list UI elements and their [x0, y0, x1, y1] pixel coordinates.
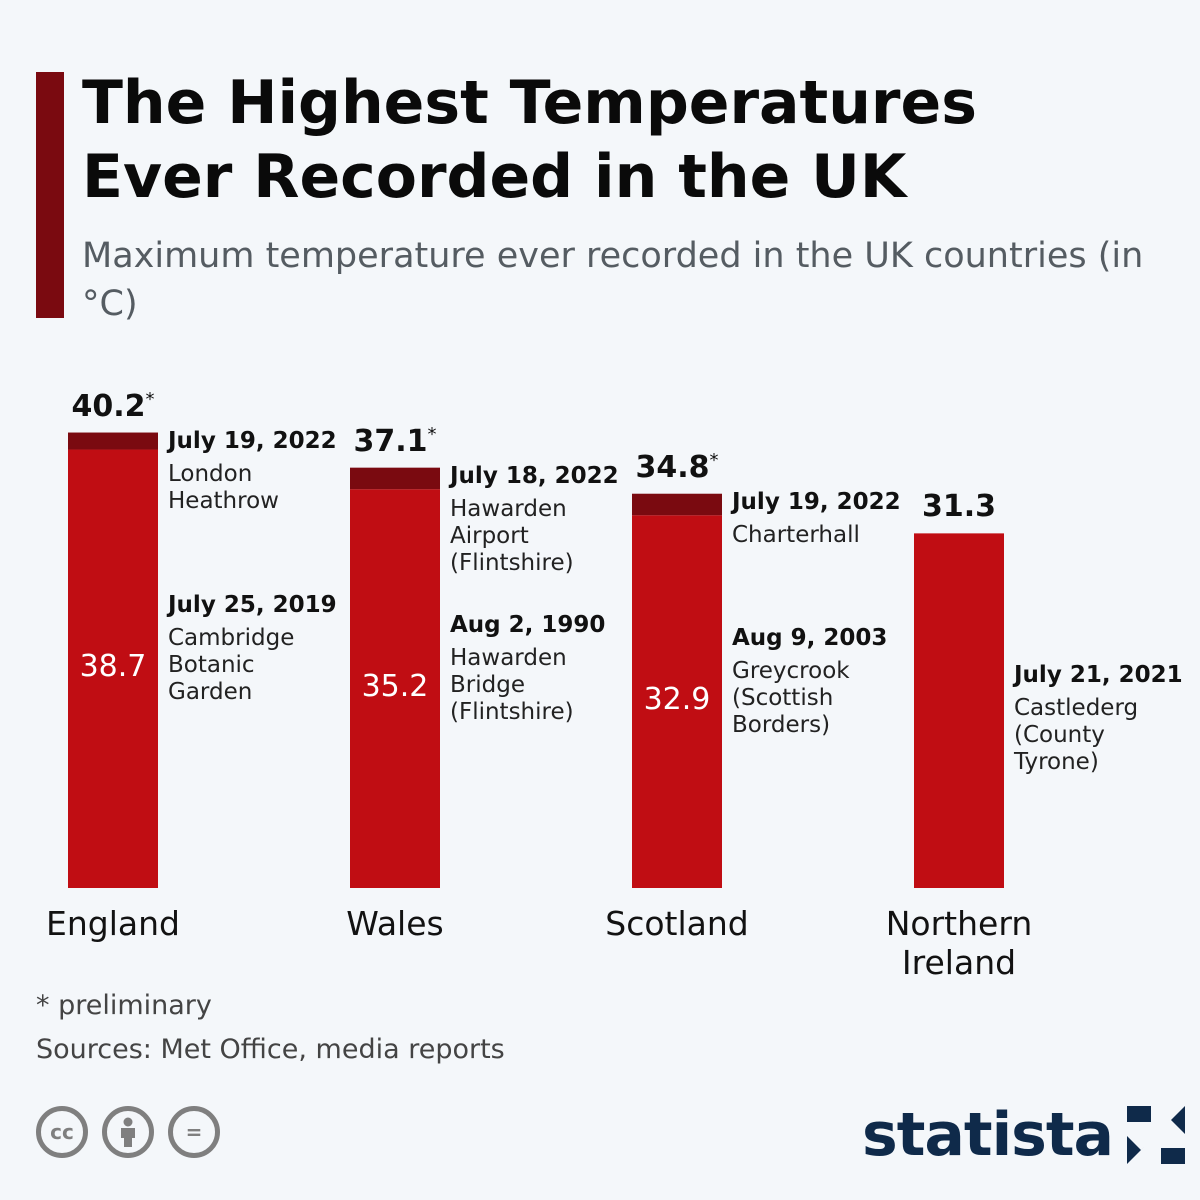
preliminary-marker: *	[709, 449, 719, 471]
category-label: Northern Ireland	[885, 904, 1033, 982]
bar-new-record-segment	[350, 467, 440, 490]
bar-value-label: 38.7	[79, 648, 147, 684]
preliminary-marker: *	[145, 388, 155, 410]
bar-new-record-segment	[68, 432, 158, 450]
total-value-label: 34.8*	[635, 449, 719, 485]
chart-subtitle: Maximum temperature ever recorded in the…	[82, 236, 1144, 324]
previous-record-annotation: July 25, 2019 Cambridge Botanic Garden	[168, 591, 368, 706]
record-date: July 18, 2022	[450, 462, 619, 489]
record-location: Greycrook (Scottish Borders)	[732, 657, 850, 738]
total-value-label: 31.3	[921, 489, 997, 525]
source-note: Sources: Met Office, media reports	[36, 1034, 505, 1065]
record-date: Aug 9, 2003	[732, 624, 888, 651]
record-location: Hawarden Airport (Flintshire)	[450, 495, 574, 576]
record-date: July 19, 2022	[168, 427, 337, 454]
previous-record-annotation: Aug 9, 2003 Greycrook (Scottish Borders)	[732, 624, 932, 739]
title-accent-bar	[36, 72, 64, 318]
no-derivatives-icon[interactable]: =	[168, 1106, 220, 1158]
new-record-annotation: July 19, 2022 Charterhall	[732, 488, 932, 549]
person-glyph	[121, 1117, 135, 1147]
record-location: Cambridge Botanic Garden	[168, 624, 295, 705]
record-location: London Heathrow	[168, 460, 279, 514]
statista-logo[interactable]: statista	[862, 1100, 1186, 1170]
record-date: July 25, 2019	[168, 591, 337, 618]
new-record-annotation: July 19, 2022 London Heathrow	[168, 427, 368, 515]
bar-value-label: 32.9	[643, 681, 711, 717]
record-date: July 19, 2022	[732, 488, 901, 515]
chart-title: The Highest Temperatures Ever Recorded i…	[82, 66, 1172, 214]
bar-previous-record	[68, 449, 158, 888]
previous-record-annotation: July 21, 2021 Castlederg (County Tyrone)	[1014, 661, 1200, 776]
previous-record-annotation: Aug 2, 1990 Hawarden Bridge (Flintshire)	[450, 611, 650, 726]
total-value-label: 40.2*	[71, 388, 155, 424]
category-label: Wales	[346, 904, 444, 943]
record-date: Aug 2, 1990	[450, 611, 606, 638]
statista-wordmark: statista	[862, 1100, 1114, 1170]
record-location: Castlederg (County Tyrone)	[1014, 694, 1139, 775]
attribution-icon[interactable]	[102, 1106, 154, 1158]
cc-icon[interactable]: cc	[36, 1106, 88, 1158]
bar-previous-record	[350, 489, 440, 888]
bar-new-record-segment	[632, 493, 722, 516]
new-record-annotation: July 18, 2022 Hawarden Airport (Flintshir…	[450, 462, 650, 577]
category-label: Scotland	[605, 904, 749, 943]
preliminary-marker: *	[427, 423, 437, 445]
bar-value-label: 35.2	[361, 668, 429, 704]
title-line-2: Ever Recorded in the UK	[82, 142, 907, 212]
title-line-1: The Highest Temperatures	[82, 68, 977, 138]
record-location: Hawarden Bridge (Flintshire)	[450, 644, 574, 725]
statista-logo-mark-icon	[1127, 1106, 1186, 1164]
record-location: Charterhall	[732, 521, 860, 548]
bar-previous-record	[914, 533, 1004, 888]
bar-previous-record	[632, 515, 722, 888]
license-icons: cc =	[36, 1106, 220, 1158]
record-date: July 21, 2021	[1014, 661, 1183, 688]
footnote: * preliminary	[36, 990, 212, 1021]
category-label: England	[46, 904, 180, 943]
total-value-label: 37.1*	[353, 423, 437, 459]
